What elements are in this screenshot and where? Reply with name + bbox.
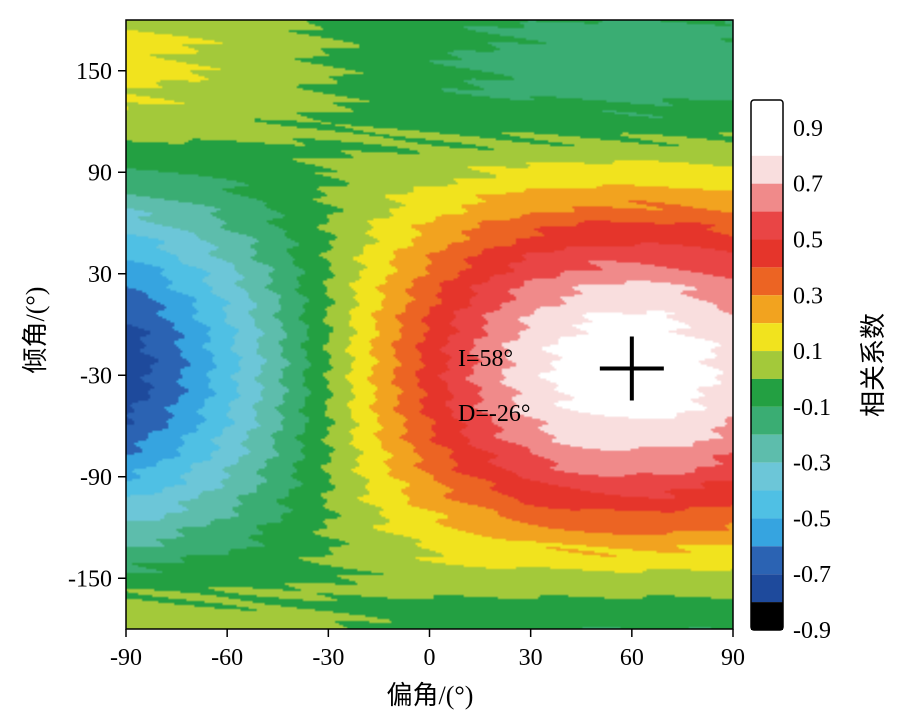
colorbar-tick-label: 0.9 <box>793 116 823 142</box>
colorbar-segment <box>751 462 783 491</box>
y-tick-label: -150 <box>68 566 112 592</box>
colorbar-segment <box>751 518 783 547</box>
x-axis: -90 -60 -30 0 30 60 90 <box>110 629 745 671</box>
colorbar-segment <box>751 574 783 603</box>
colorbar-segment <box>751 546 783 575</box>
x-axis-label: 偏角/(°) <box>387 681 474 710</box>
y-axis: 150 90 30 -30 -90 -150 <box>68 59 126 592</box>
plot-area <box>126 20 733 629</box>
colorbar-segment <box>751 267 783 296</box>
x-tick-label: 90 <box>721 645 745 671</box>
contour-field <box>126 20 733 629</box>
x-tick-label: 60 <box>620 645 644 671</box>
colorbar-segment <box>751 295 783 324</box>
x-tick-label: -30 <box>312 645 344 671</box>
x-tick-label: -60 <box>211 645 243 671</box>
colorbar-frame <box>750 99 784 631</box>
colorbar: 0.9 0.7 0.5 0.3 0.1 -0.1 -0.3 -0.5 -0.7 -0.9 <box>750 99 831 644</box>
colorbar-tick-label: 0.1 <box>793 339 823 365</box>
x-tick-label: 0 <box>424 645 436 671</box>
annotation-declination: D=-26° <box>458 401 530 427</box>
y-tick-label: -30 <box>80 363 112 389</box>
colorbar-tick-label: 0.3 <box>793 283 823 309</box>
y-tick-label: 90 <box>88 160 112 186</box>
colorbar-segment <box>751 239 783 268</box>
colorbar-segment <box>751 155 783 184</box>
colorbar-tick-label: -0.1 <box>793 395 831 421</box>
y-tick-label: -90 <box>80 465 112 491</box>
colorbar-segment <box>751 406 783 435</box>
x-tick-label: -90 <box>110 645 142 671</box>
colorbar-segment <box>751 434 783 463</box>
colorbar-segment <box>751 490 783 519</box>
colorbar-tick-label: -0.3 <box>793 451 831 477</box>
colorbar-segment <box>751 211 783 240</box>
y-tick-label: 150 <box>76 59 112 85</box>
colorbar-tick-label: -0.9 <box>793 618 831 644</box>
colorbar-segment <box>751 100 783 156</box>
colorbar-tick-label: 0.5 <box>793 227 823 253</box>
y-axis-label: 倾角/(°) <box>21 287 50 374</box>
colorbar-segment <box>751 351 783 379</box>
colorbar-segment <box>751 602 783 630</box>
y-tick-label: 30 <box>88 262 112 288</box>
colorbar-segment <box>751 378 783 407</box>
colorbar-segment <box>751 183 783 212</box>
colorbar-segment <box>751 323 783 352</box>
maximum-marker <box>599 336 664 401</box>
colorbar-tick-label: -0.7 <box>793 562 831 588</box>
x-tick-label: 30 <box>519 645 543 671</box>
colorbar-label: 相关系数 <box>859 313 888 417</box>
colorbar-tick-label: -0.5 <box>793 506 831 532</box>
colorbar-tick-label: 0.7 <box>793 172 823 198</box>
annotation-inclination: I=58° <box>458 346 513 372</box>
